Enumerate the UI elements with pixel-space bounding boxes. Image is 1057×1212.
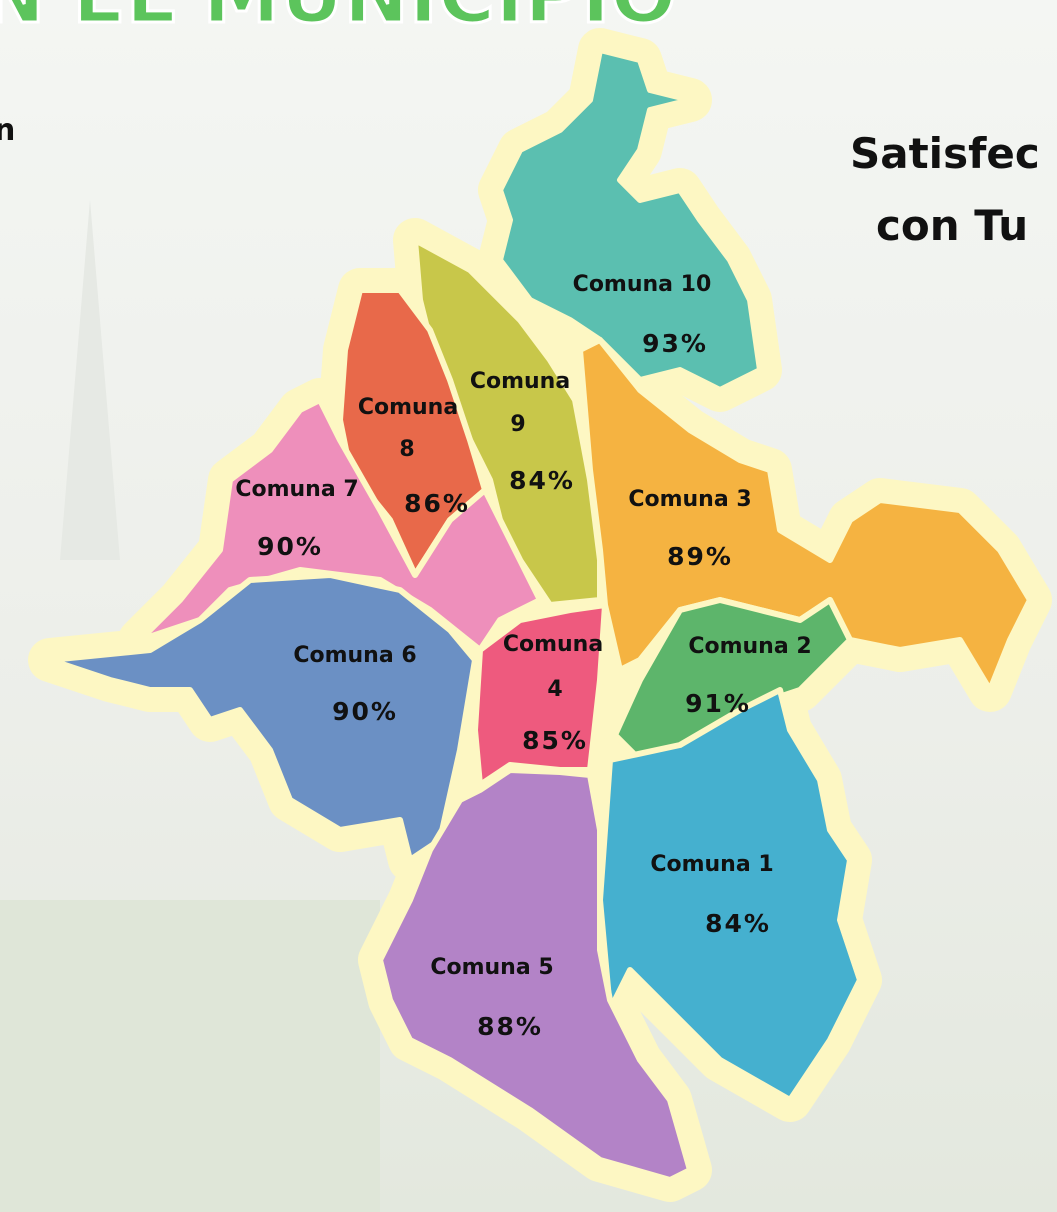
comuna-percent: 85% xyxy=(522,726,588,755)
comuna-percent: 84% xyxy=(509,466,575,495)
background-trees xyxy=(0,900,380,1212)
comuna-percent: 93% xyxy=(642,329,708,358)
comuna-percent: 88% xyxy=(477,1012,543,1041)
comuna-region xyxy=(377,767,693,1183)
comuna-region xyxy=(497,47,763,393)
comuna-name: Comuna 1 xyxy=(650,852,773,877)
comuna-percent: 84% xyxy=(705,909,771,938)
left-text: n xyxy=(0,113,15,148)
comuna-name: 9 xyxy=(510,412,525,437)
comuna-region xyxy=(577,337,1033,693)
comuna-percent: 91% xyxy=(685,689,751,718)
comuna-name: Comuna 7 xyxy=(235,477,358,502)
title: N EL MUNICIPIO xyxy=(0,0,677,41)
comuna-name: Comuna 6 xyxy=(293,643,416,668)
regions xyxy=(28,28,1052,1202)
comuna-region xyxy=(597,687,863,1103)
comuna-region xyxy=(47,572,478,863)
comuna-name: Comuna 3 xyxy=(628,487,751,512)
right-heading-line: Satisfec xyxy=(850,129,1040,178)
right-heading-line: con Tu xyxy=(876,201,1028,250)
comuna-name: 4 xyxy=(547,677,562,702)
comuna-name: Comuna 2 xyxy=(688,634,811,659)
background-spire xyxy=(60,200,120,560)
comuna-name: Comuna 10 xyxy=(573,272,712,297)
comuna-name: 8 xyxy=(399,437,414,462)
comuna-percent: 89% xyxy=(667,542,733,571)
comuna-name: Comuna xyxy=(358,395,458,420)
comuna-name: Comuna xyxy=(503,632,603,657)
labels: Comuna 10 93% Comuna 9 84% Comuna 8 86% Comuna 7… xyxy=(235,272,811,1041)
comuna-percent: 90% xyxy=(332,697,398,726)
comuna-name: Comuna 5 xyxy=(430,955,553,980)
comuna-percent: 86% xyxy=(404,489,470,518)
comuna-region xyxy=(472,602,608,788)
comuna-name: Comuna xyxy=(470,369,570,394)
comuna-percent: 90% xyxy=(257,532,323,561)
